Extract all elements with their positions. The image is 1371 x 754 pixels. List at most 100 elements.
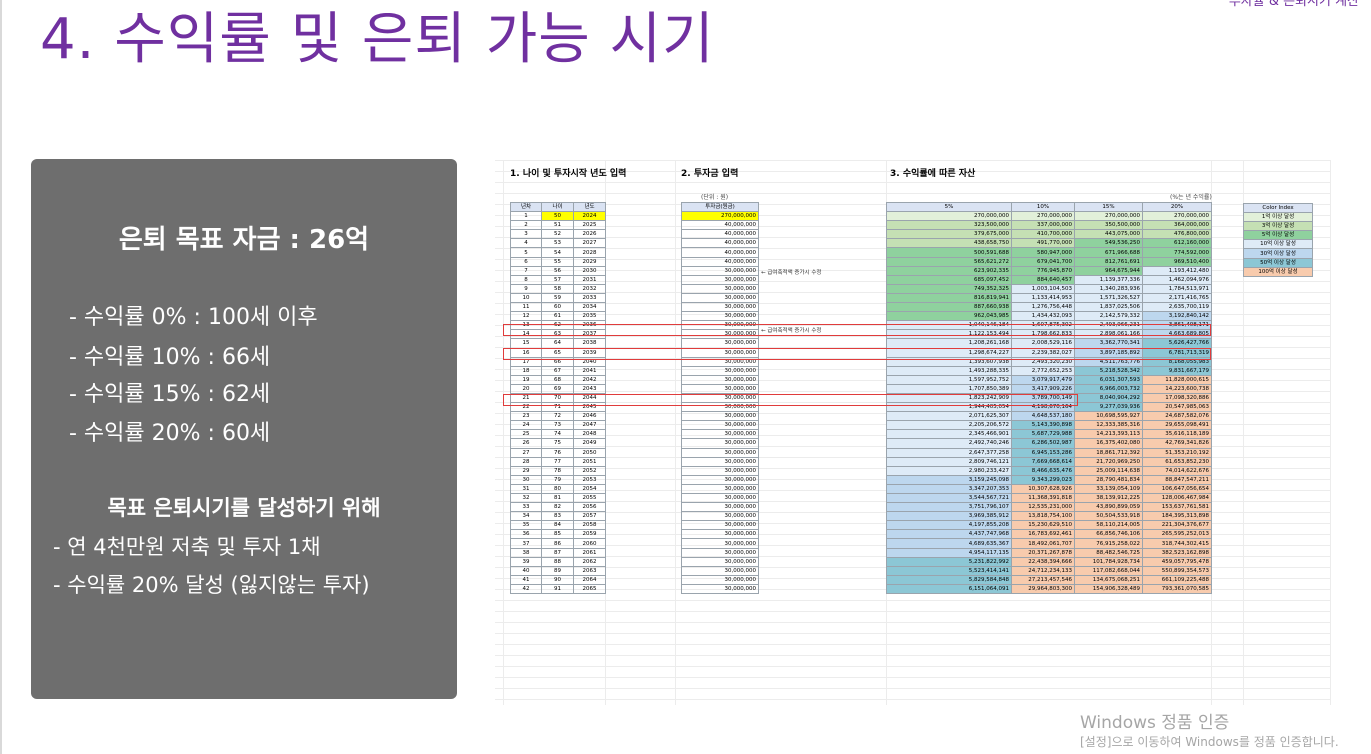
table-row: 21 70 2044	[510, 392, 606, 404]
year-cell: 2033	[573, 292, 606, 304]
asset-cell: 270,000,000	[1011, 211, 1075, 222]
year-index-cell: 26	[510, 438, 542, 449]
year-index-cell: 6	[510, 256, 542, 267]
gridline	[495, 611, 1330, 612]
header-cell: 10%	[1011, 201, 1075, 213]
table-row: 30,000,000	[681, 383, 759, 394]
year-cell: 2025	[573, 220, 606, 231]
investment-cell: 30,000,000	[681, 456, 759, 467]
asset-cell: 793,361,070,585	[1142, 583, 1212, 595]
year-index-cell: 35	[510, 520, 542, 531]
investment-cell: 40,000,000	[681, 247, 759, 258]
gridline	[1330, 160, 1331, 705]
asset-cell: 106,647,056,654	[1142, 483, 1212, 495]
investment-table: 투자금(원금) 270,000,000 40,000,000 40,000,000 4…	[681, 201, 759, 595]
year-cell: 2052	[573, 465, 606, 476]
table-row: 37 86 2060	[510, 538, 606, 549]
investment-cell: 40,000,000	[681, 256, 759, 267]
year-index-cell: 8	[510, 274, 542, 285]
asset-cell: 2,635,700,119	[1142, 302, 1212, 313]
asset-cell: 884,640,457	[1011, 274, 1075, 285]
legend-item: 50억 이상 달성	[1243, 257, 1313, 268]
table-row: 30,000,000	[681, 402, 759, 413]
table-row: 30,000,000	[681, 465, 759, 476]
table-row: 15 64 2038	[510, 338, 606, 349]
table-row: 1,122,153,494 1,798,662,833 2,898,061,166 4…	[886, 329, 1212, 340]
year-cell: 2048	[573, 429, 606, 440]
table-row: 816,819,941 1,133,414,953 1,571,326,527 2,1…	[886, 292, 1212, 304]
asset-cell: 549,536,250	[1074, 238, 1143, 249]
table-row: 379,675,000 410,700,000 443,075,000 476,800…	[886, 229, 1212, 240]
table-row: 14 63 2037	[510, 329, 606, 340]
table-row: 30,000,000	[681, 302, 759, 313]
table-row: 36 85 2059	[510, 529, 606, 540]
asset-cell: 1,571,326,527	[1074, 292, 1143, 304]
investment-cell: 30,000,000	[681, 265, 759, 276]
asset-cell: 685,097,452	[886, 274, 1012, 285]
year-index-cell: 12	[510, 311, 542, 322]
asset-cell: 3,347,207,353	[886, 483, 1012, 495]
unit-label: (%는 년 수익률)	[1170, 194, 1212, 201]
investment-cell: 30,000,000	[681, 492, 759, 504]
asset-cell: 438,658,750	[886, 238, 1012, 249]
asset-cell: 5,523,414,141	[886, 565, 1012, 576]
table-row: 30,000,000	[681, 556, 759, 567]
year-cell: 2060	[573, 538, 606, 549]
asset-cell: 5,231,822,992	[886, 556, 1012, 567]
asset-cell: 11,828,000,615	[1142, 374, 1212, 385]
table-row: 10 59 2033	[510, 292, 606, 304]
table-row: 30,000,000	[681, 492, 759, 504]
asset-cell: 88,482,546,725	[1074, 547, 1143, 558]
age-cell: 86	[541, 538, 574, 549]
gridline	[503, 160, 504, 705]
year-cell: 2028	[573, 247, 606, 258]
year-cell: 2042	[573, 374, 606, 385]
table-row: 4 53 2027	[510, 238, 606, 249]
investment-cell: 30,000,000	[681, 511, 759, 522]
age-cell: 68	[541, 374, 574, 385]
highlight-row-20pct	[503, 324, 1211, 336]
investment-cell: 30,000,000	[681, 411, 759, 422]
table-row: 30,000,000	[681, 411, 759, 422]
table-row: 3,159,245,098 9,343,299,023 28,790,481,834…	[886, 474, 1212, 485]
year-cell: 2053	[573, 474, 606, 485]
investment-cell: 30,000,000	[681, 538, 759, 549]
year-index-cell: 33	[510, 502, 542, 513]
asset-cell: 8,466,635,476	[1011, 465, 1075, 476]
year-index-cell: 10	[510, 292, 542, 304]
asset-cell: 10,307,628,926	[1011, 483, 1075, 495]
table-row: 270,000,000 270,000,000 270,000,000 270,000…	[886, 211, 1212, 222]
asset-cell: 410,700,000	[1011, 229, 1075, 240]
table-row: 30,000,000	[681, 356, 759, 367]
asset-cell: 2,142,579,332	[1074, 311, 1143, 322]
table-row: 19 68 2042	[510, 374, 606, 385]
table-row: 4,954,117,135 20,371,267,878 88,482,546,72…	[886, 547, 1212, 558]
table-row: 2,345,466,901 5,687,729,988 14,213,393,113…	[886, 429, 1212, 440]
table-row: 11 60 2034	[510, 302, 606, 313]
asset-cell: 101,784,928,734	[1074, 556, 1143, 567]
year-cell: 2064	[573, 574, 606, 585]
year-cell: 2062	[573, 556, 606, 567]
asset-cell: 4,437,747,968	[886, 529, 1012, 540]
age-cell: 91	[541, 583, 574, 595]
table-row: 5 54 2028	[510, 247, 606, 258]
investment-cell: 30,000,000	[681, 329, 759, 340]
asset-cell: 9,343,299,023	[1011, 474, 1075, 485]
strategy-line: - 수익률 20% 달성 (잃지않는 투자)	[53, 573, 370, 597]
asset-cell: 43,890,899,059	[1074, 502, 1143, 513]
asset-cell: 88,847,547,211	[1142, 474, 1212, 485]
asset-cell: 500,591,688	[886, 247, 1012, 258]
rate-line: - 수익률 20% : 60세	[69, 421, 271, 446]
asset-cell: 128,006,467,984	[1142, 492, 1212, 504]
table-row: 3,347,207,353 10,307,628,926 33,139,054,10…	[886, 483, 1212, 495]
asset-cell: 2,008,529,116	[1011, 338, 1075, 349]
table-row: 3,544,567,721 11,368,391,818 38,139,912,22…	[886, 492, 1212, 504]
table-row: 30,000,000	[681, 456, 759, 467]
asset-cell: 323,500,000	[886, 220, 1012, 231]
table-row: 3 52 2026	[510, 229, 606, 240]
investment-cell: 30,000,000	[681, 565, 759, 576]
table-row: 4,689,635,367 18,492,061,707 76,915,258,02…	[886, 538, 1212, 549]
investment-cell: 30,000,000	[681, 465, 759, 476]
table-row: 2 51 2025	[510, 220, 606, 231]
asset-cell: 671,966,688	[1074, 247, 1143, 258]
